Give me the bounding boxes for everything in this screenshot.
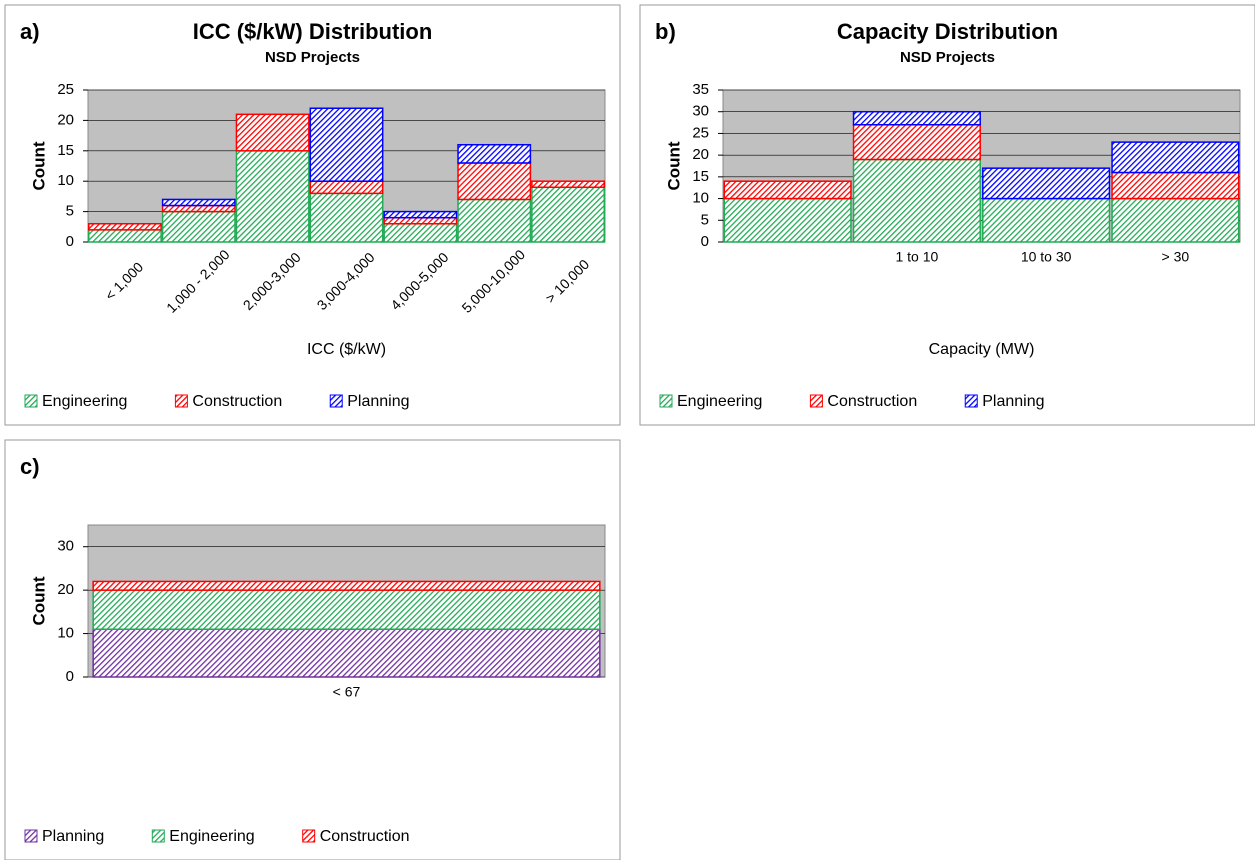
legend-label: Construction [192, 393, 282, 410]
y-axis-label: Count [29, 576, 48, 625]
x-tick-label: 10 to 30 [1021, 249, 1072, 265]
bar-segment [383, 216, 458, 225]
bar-segment [92, 589, 601, 630]
legend-swatch [151, 829, 165, 843]
legend-swatch [174, 394, 188, 408]
legend-swatch [24, 829, 38, 843]
bar-segment [723, 180, 852, 200]
bar-segment [982, 167, 1111, 200]
bar-segment [982, 197, 1111, 243]
bar-segment [852, 158, 981, 243]
legend-label: Construction [827, 393, 917, 410]
bar-segment [161, 204, 236, 213]
y-tick-label: 25 [57, 81, 74, 98]
panel-label: c) [20, 454, 40, 479]
bar-segment [309, 107, 384, 182]
bar-segment [457, 143, 532, 164]
x-axis-label: Capacity (MW) [929, 341, 1035, 358]
x-axis-label: ICC ($/kW) [307, 341, 386, 358]
legend-swatch [964, 394, 978, 408]
y-tick-label: 10 [57, 625, 74, 642]
y-tick-label: 0 [66, 668, 74, 685]
y-tick-label: 30 [692, 103, 709, 120]
y-tick-label: 20 [57, 581, 74, 598]
panel-label: a) [20, 19, 40, 44]
bar-segment [1111, 141, 1240, 174]
legend-label: Construction [320, 828, 410, 845]
y-tick-label: 30 [57, 538, 74, 555]
legend-swatch [24, 394, 38, 408]
chart-panel: c) 0 10 20 30 Count < 67 Planning Engineering Con… [4, 439, 621, 861]
y-tick-label: 10 [57, 172, 74, 189]
bar-segment [457, 162, 532, 201]
legend-swatch [809, 394, 823, 408]
chart-title: Capacity Distribution [837, 19, 1058, 44]
x-tick-label: 1 to 10 [895, 249, 938, 265]
y-tick-label: 20 [57, 111, 74, 128]
legend-swatch [329, 394, 343, 408]
y-tick-label: 0 [701, 233, 709, 250]
chart-subtitle: NSD Projects [265, 49, 360, 66]
legend-swatch [659, 394, 673, 408]
y-tick-label: 5 [701, 211, 709, 228]
bar-segment [92, 580, 601, 591]
chart-panel: a) ICC ($/kW) Distribution NSD Projects 0 5 1… [4, 4, 621, 426]
x-tick-label: > 30 [1162, 249, 1190, 265]
bar-segment [383, 223, 458, 243]
bar-segment [87, 229, 162, 243]
bar-segment [161, 198, 236, 207]
bar-segment [531, 180, 606, 189]
y-tick-label: 35 [692, 81, 709, 98]
legend-label: Engineering [42, 393, 127, 410]
bar-segment [1111, 171, 1240, 200]
bar-segment [235, 113, 310, 152]
y-tick-label: 0 [66, 233, 74, 250]
legend-label: Planning [982, 393, 1044, 410]
y-tick-label: 15 [692, 168, 709, 185]
y-axis-label: Count [29, 141, 48, 190]
bar-segment [235, 150, 310, 243]
chart-subtitle: NSD Projects [900, 49, 995, 66]
bar-segment [309, 192, 384, 243]
y-tick-label: 20 [692, 146, 709, 163]
bar-segment [309, 180, 384, 195]
bar-segment [852, 110, 981, 126]
chart-title: ICC ($/kW) Distribution [193, 19, 433, 44]
legend-swatch [302, 829, 316, 843]
y-tick-label: 10 [692, 190, 709, 207]
y-tick-label: 15 [57, 142, 74, 159]
bar-segment [531, 186, 606, 243]
bar-segment [161, 210, 236, 243]
bar-segment [723, 197, 852, 243]
y-tick-label: 25 [692, 124, 709, 141]
legend-label: Planning [42, 828, 104, 845]
bar-segment [852, 123, 981, 161]
legend-label: Engineering [677, 393, 762, 410]
panel-label: b) [655, 19, 676, 44]
legend-label: Planning [347, 393, 409, 410]
x-tick-label: < 67 [333, 684, 361, 700]
bar-segment [87, 223, 162, 231]
bar-segment [457, 198, 532, 243]
bar-segment [92, 628, 601, 678]
bar-segment [383, 210, 458, 219]
chart-panel: b) Capacity Distribution NSD Projects 0 5 10 1… [639, 4, 1255, 426]
bar-segment [1111, 197, 1240, 243]
y-tick-label: 5 [66, 203, 74, 220]
y-axis-label: Count [664, 141, 683, 190]
legend-label: Engineering [169, 828, 254, 845]
